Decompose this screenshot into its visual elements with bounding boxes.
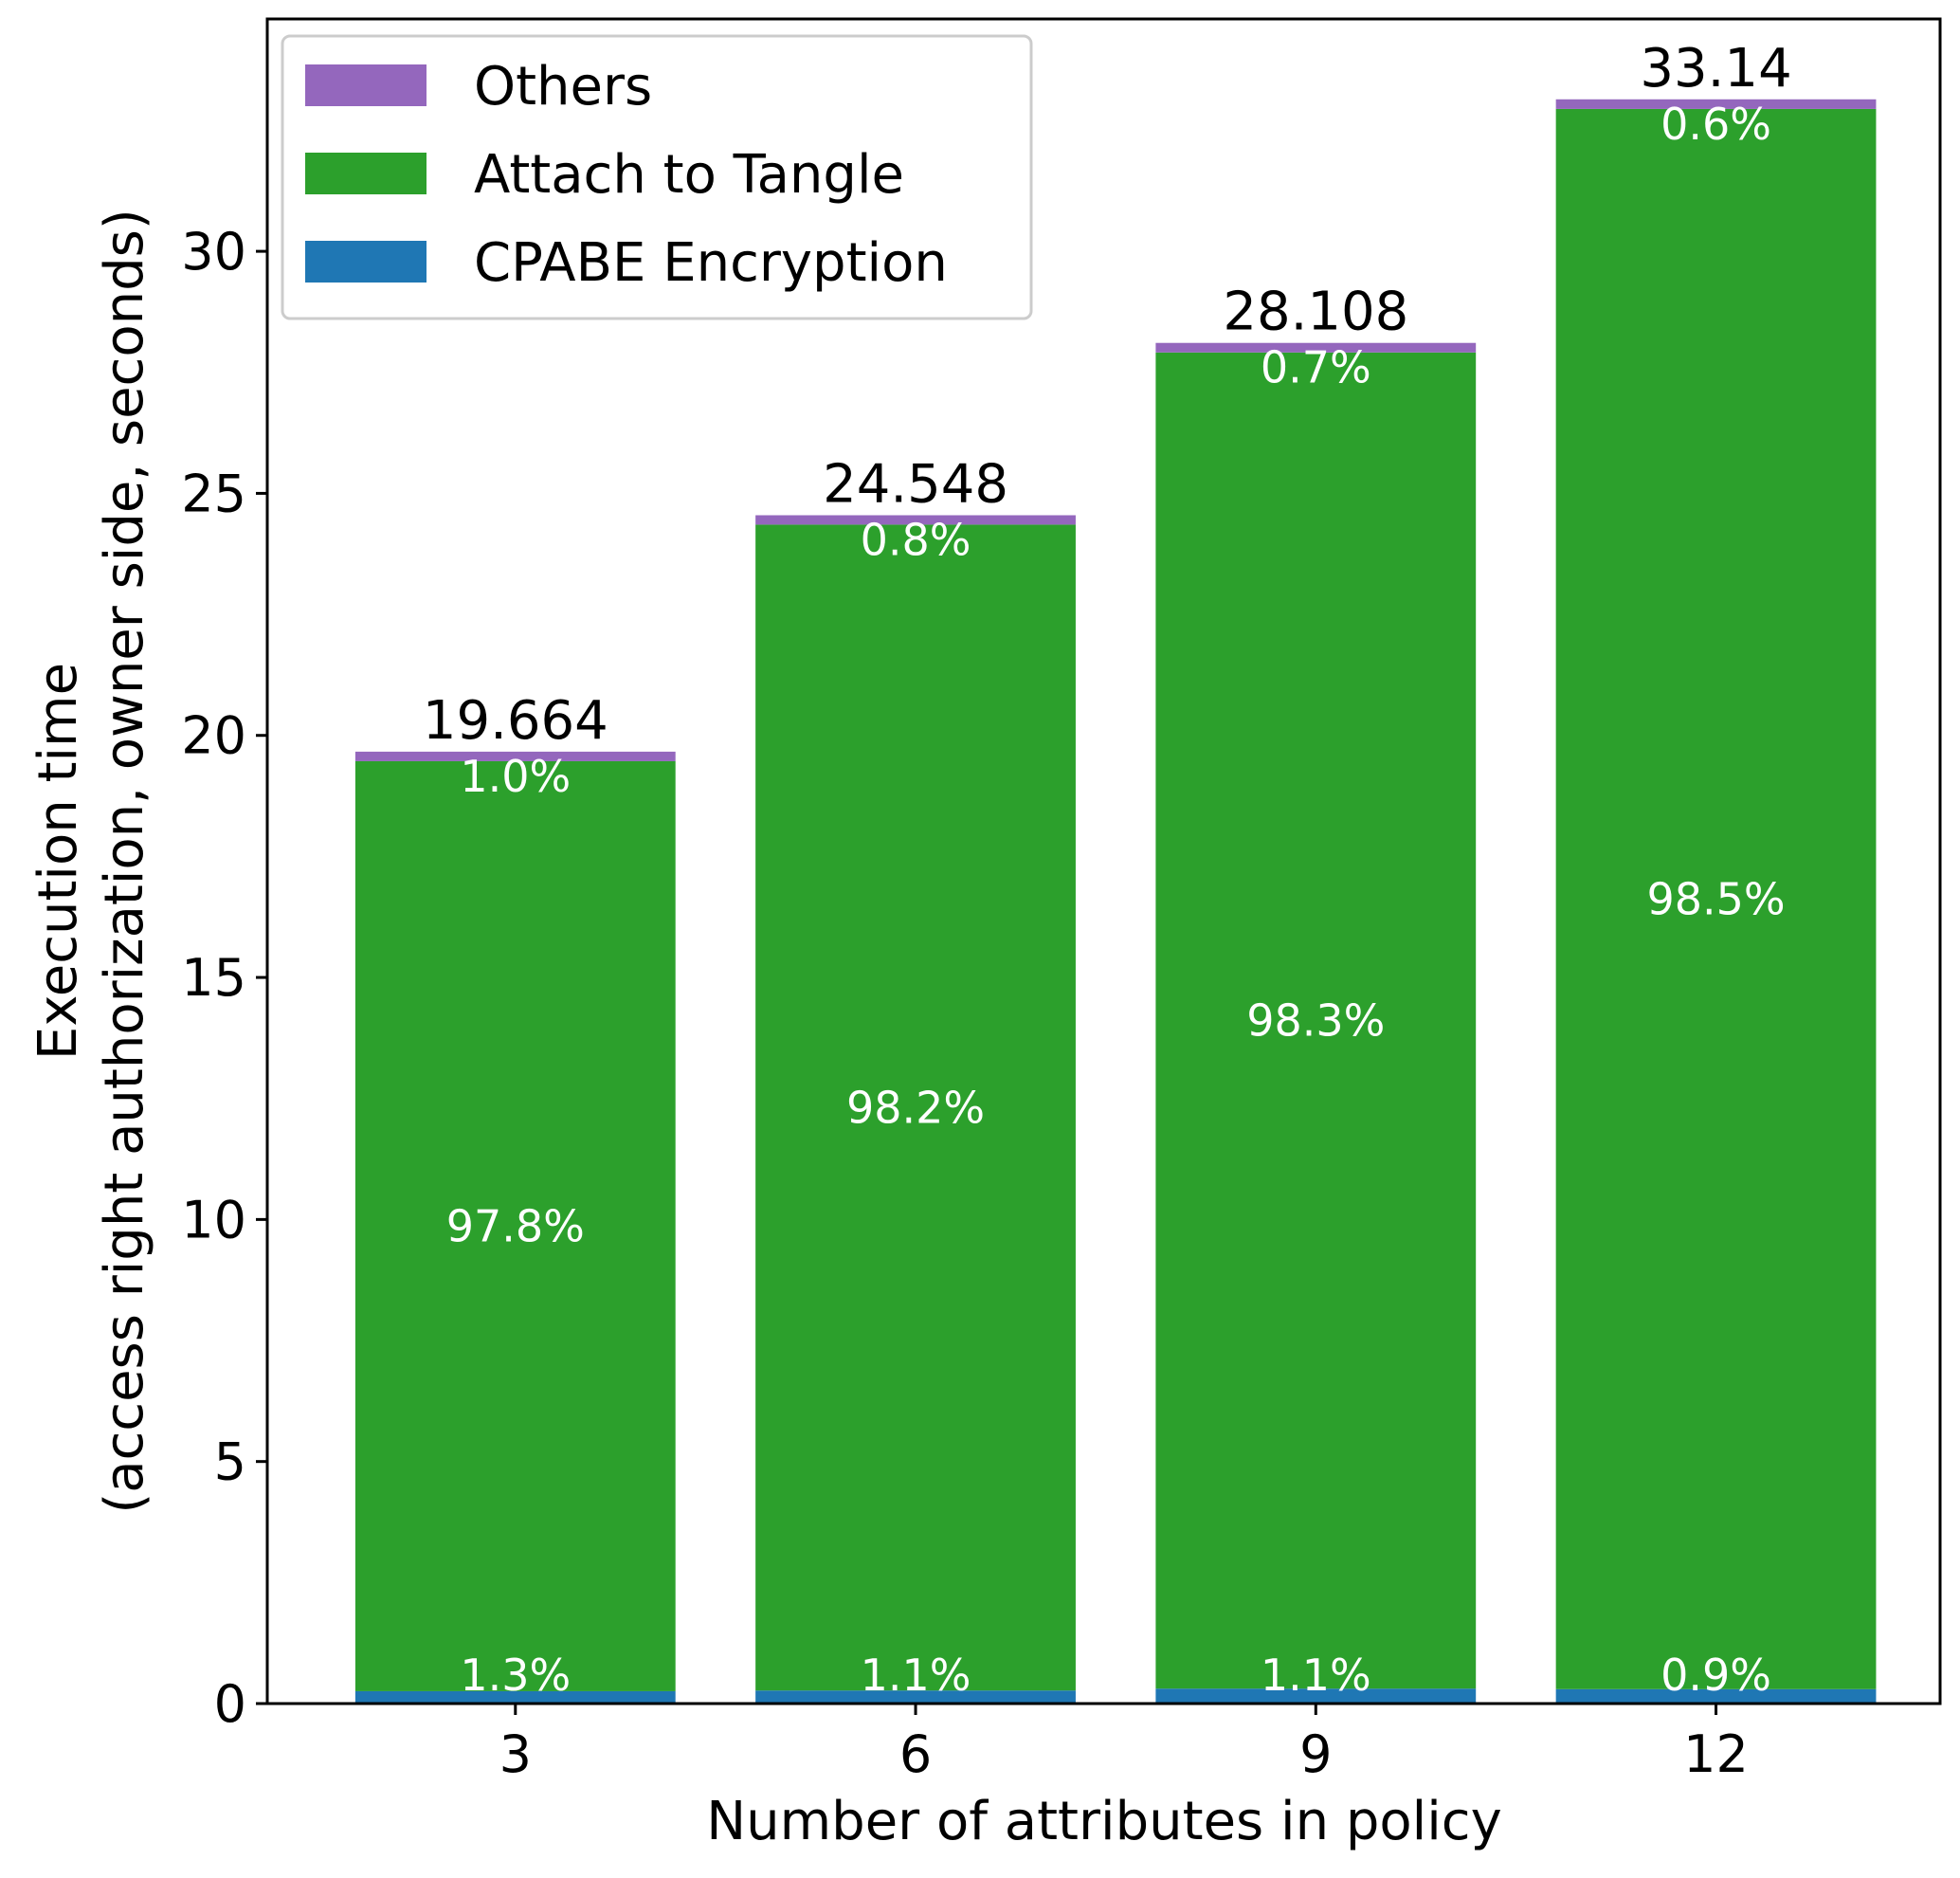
data-label-others-12: 0.6% xyxy=(1661,99,1771,150)
x-axis-label: Number of attributes in policy xyxy=(706,1791,1501,1852)
bar-cpabe-encryption-6 xyxy=(755,1690,1076,1704)
axes-layer: 0 5 10 15 20 25 30 3 6 9 12 xyxy=(181,17,1942,1784)
legend-label-cpabe-encryption: CPABE Encryption xyxy=(474,232,948,294)
y-tick-label-25: 25 xyxy=(181,464,246,523)
bar-others-6 xyxy=(755,515,1076,525)
legend: Others Attach to Tangle CPABE Encryption xyxy=(281,34,1033,320)
data-label-cpabe-3: 1.3% xyxy=(460,1650,571,1701)
y-tick-label-30: 30 xyxy=(181,222,246,282)
data-label-others-6: 0.8% xyxy=(861,515,971,566)
y-tick-label-0: 0 xyxy=(214,1674,246,1734)
data-label-others-3: 1.0% xyxy=(460,751,571,802)
x-tick-label-3: 3 xyxy=(499,1724,532,1784)
data-label-cpabe-12: 0.9% xyxy=(1661,1650,1771,1701)
bar-attach-to-tangle-12 xyxy=(1555,108,1877,1689)
data-label-tangle-6: 98.2% xyxy=(846,1082,985,1133)
total-label-9: 28.108 xyxy=(1223,282,1408,343)
bar-cpabe-encryption-9 xyxy=(1155,1688,1477,1704)
y-tick-label-20: 20 xyxy=(181,706,246,766)
legend-label-attach-to-tangle: Attach to Tangle xyxy=(474,144,904,206)
y-tick-label-5: 5 xyxy=(214,1432,246,1492)
legend-swatch-others xyxy=(305,64,426,106)
data-label-others-9: 0.7% xyxy=(1261,342,1371,393)
legend-box xyxy=(281,34,1033,320)
bar-others-3 xyxy=(354,751,676,761)
labels-layer: 1.3% 97.8% 1.0%19.664 1.1% 98.2% 0.8%24.548 1.… xyxy=(423,38,1792,1701)
y-tick-label-10: 10 xyxy=(181,1190,246,1249)
x-tick-label-9: 9 xyxy=(1299,1724,1332,1784)
total-label-12: 33.14 xyxy=(1640,38,1791,100)
legend-swatch-cpabe-encryption xyxy=(305,241,426,283)
y-axis-label: Execution time (access right authorizatio… xyxy=(27,209,155,1513)
data-label-tangle-3: 97.8% xyxy=(446,1200,585,1251)
x-tick-label-6: 6 xyxy=(899,1724,932,1784)
data-label-tangle-9: 98.3% xyxy=(1246,995,1385,1047)
legend-swatch-attach-to-tangle xyxy=(305,153,426,194)
data-label-tangle-12: 98.5% xyxy=(1646,873,1785,924)
total-label-6: 24.548 xyxy=(823,454,1008,516)
bars-layer xyxy=(354,99,1877,1704)
bar-attach-to-tangle-3 xyxy=(354,760,676,1691)
x-tick-label-12: 12 xyxy=(1683,1724,1749,1784)
y-axis-label-line-1: Execution time xyxy=(27,663,89,1060)
y-axis-label-line-2: (access right authorization, owner side,… xyxy=(94,209,155,1513)
bar-attach-to-tangle-6 xyxy=(755,524,1076,1691)
y-tick-label-15: 15 xyxy=(181,948,246,1008)
data-label-cpabe-6: 1.1% xyxy=(861,1650,971,1701)
bar-others-9 xyxy=(1155,342,1477,353)
legend-label-others: Others xyxy=(474,56,652,118)
data-label-cpabe-9: 1.1% xyxy=(1261,1650,1371,1701)
total-label-3: 19.664 xyxy=(423,690,608,752)
bar-others-12 xyxy=(1555,99,1877,109)
plot-frame xyxy=(265,17,1942,1705)
bar-cpabe-encryption-3 xyxy=(354,1690,676,1704)
bar-cpabe-encryption-12 xyxy=(1555,1688,1877,1704)
bar-attach-to-tangle-9 xyxy=(1155,352,1477,1689)
